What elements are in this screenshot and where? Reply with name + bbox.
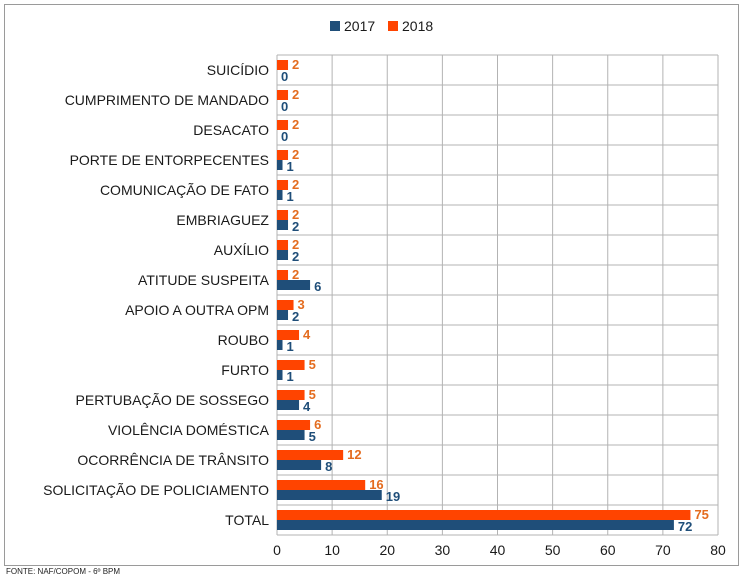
data-label-2017: 1: [287, 339, 294, 354]
category-label: AUXÍLIO: [214, 242, 269, 258]
category-label: ATITUDE SUSPEITA: [138, 272, 270, 288]
x-tick-label: 80: [710, 542, 726, 558]
bar-2017: [277, 310, 289, 320]
legend-label-2017: 2017: [344, 18, 375, 34]
category-label: FURTO: [221, 362, 269, 378]
bar-2017: [277, 520, 674, 530]
bar-2017: [277, 280, 311, 290]
category-label: SUICÍDIO: [207, 62, 269, 78]
bar-2018: [277, 180, 289, 190]
x-tick-label: 40: [490, 542, 506, 558]
data-label-2017: 2: [292, 219, 299, 234]
bar-2017: [277, 340, 283, 350]
data-label-2018: 5: [309, 357, 316, 372]
bar-2018: [277, 330, 300, 340]
x-tick-label: 30: [435, 542, 451, 558]
data-label-2017: 1: [287, 369, 294, 384]
data-label-2018: 5: [309, 387, 316, 402]
category-label: ROUBO: [218, 332, 269, 348]
data-label-2018: 2: [292, 57, 299, 72]
legend-label-2018: 2018: [402, 18, 433, 34]
bar-2017: [277, 250, 289, 260]
data-label-2017: 72: [678, 519, 692, 534]
data-label-2018: 2: [292, 147, 299, 162]
bar-2018: [277, 90, 289, 100]
chart-frame: 0 10 20 30 40 50 60 70 80 SUICÍDIO 2 0 CUMPRIMENTO D…: [4, 4, 739, 566]
data-label-2017: 5: [309, 429, 316, 444]
source-note: FONTE: NAF/COPOM - 6º BPM: [6, 567, 121, 576]
bar-2017: [277, 460, 322, 470]
data-label-2018: 2: [292, 177, 299, 192]
x-tick-label: 60: [600, 542, 616, 558]
bar-2017: [277, 160, 283, 170]
x-tick-label: 20: [379, 542, 395, 558]
category-label: COMUNICAÇÃO DE FATO: [100, 182, 269, 198]
data-label-2018: 2: [292, 237, 299, 252]
bar-2018: [277, 210, 289, 220]
bar-2018: [277, 300, 294, 310]
legend-swatch-2017: [330, 21, 340, 31]
data-label-2017: 4: [303, 399, 311, 414]
bar-2018: [277, 480, 366, 490]
bar-2018: [277, 390, 305, 400]
category-label: DESACATO: [193, 122, 269, 138]
bar-2018: [277, 420, 311, 430]
category-label: SOLICITAÇÃO DE POLICIAMENTO: [43, 482, 269, 498]
grid-lines: [276, 54, 719, 536]
data-label-2018: 3: [298, 297, 305, 312]
x-tick-label: 10: [324, 542, 340, 558]
category-label: PERTUBAÇÃO DE SOSSEGO: [76, 392, 270, 408]
bar-2017: [277, 430, 305, 440]
bar-2017: [277, 400, 300, 410]
category-label: EMBRIAGUEZ: [176, 212, 269, 228]
bar-2017: [277, 220, 289, 230]
data-label-2017: 0: [281, 99, 288, 114]
bar-2018: [277, 60, 289, 70]
category-label: OCORRÊNCIA DE TRÂNSITO: [77, 452, 269, 468]
data-label-2018: 12: [347, 447, 361, 462]
category-label: TOTAL: [225, 512, 269, 528]
data-label-2017: 6: [314, 279, 321, 294]
bar-2018: [277, 120, 289, 130]
data-label-2018: 6: [314, 417, 321, 432]
legend: 2017 2018: [330, 18, 433, 34]
data-label-2018: 4: [303, 327, 311, 342]
bar-2018: [277, 450, 344, 460]
x-tick-label: 50: [545, 542, 561, 558]
bar-2018: [277, 150, 289, 160]
legend-swatch-2018: [388, 21, 398, 31]
bar-2017: [277, 370, 283, 380]
data-label-2017: 1: [287, 189, 294, 204]
category-label: PORTE DE ENTORPECENTES: [70, 152, 269, 168]
data-label-2017: 0: [281, 69, 288, 84]
x-tick-label: 0: [273, 542, 281, 558]
bar-2017: [277, 490, 382, 500]
x-tick-label: 70: [655, 542, 671, 558]
category-label: APOIO A OUTRA OPM: [125, 302, 269, 318]
category-label: CUMPRIMENTO DE MANDADO: [65, 92, 269, 108]
bar-2018: [277, 270, 289, 280]
category-label: VIOLÊNCIA DOMÉSTICA: [108, 422, 270, 438]
bar-2018: [277, 360, 305, 370]
bar-2018: [277, 240, 289, 250]
data-label-2018: 2: [292, 207, 299, 222]
data-label-2018: 16: [369, 477, 383, 492]
bar-2017: [277, 190, 283, 200]
data-label-2017: 0: [281, 129, 288, 144]
data-label-2018: 2: [292, 117, 299, 132]
bar-2018: [277, 510, 691, 520]
data-label-2017: 8: [325, 459, 332, 474]
data-label-2018: 75: [694, 507, 708, 522]
data-label-2017: 2: [292, 249, 299, 264]
data-label-2017: 2: [292, 309, 299, 324]
data-label-2018: 2: [292, 267, 299, 282]
data-label-2017: 1: [287, 159, 294, 174]
data-label-2018: 2: [292, 87, 299, 102]
data-label-2017: 19: [386, 489, 400, 504]
bars: [277, 60, 691, 530]
